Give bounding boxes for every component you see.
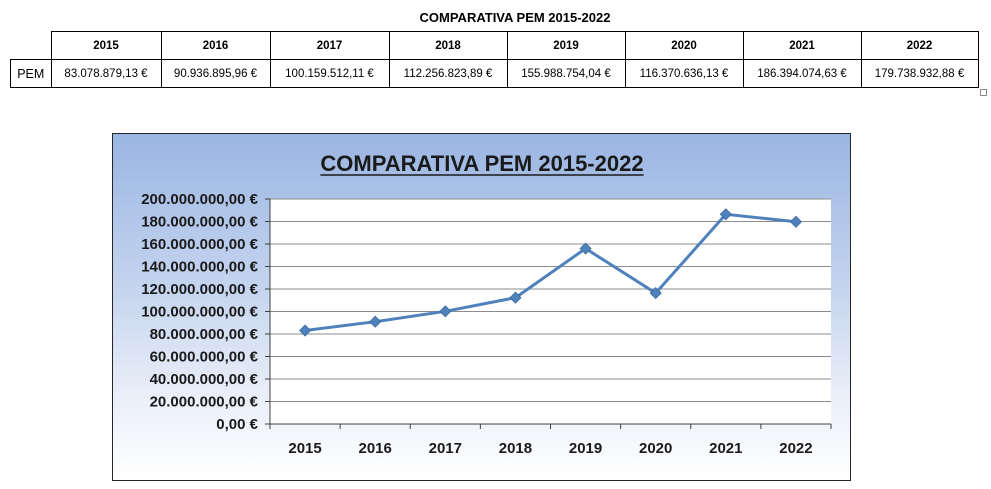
table-row: PEM 83.078.879,13 € 90.936.895,96 € 100.… bbox=[10, 59, 979, 88]
x-axis-ticks: 2015 2016 2017 2018 2019 2020 2021 2022 bbox=[288, 440, 812, 457]
x-tick-label: 2019 bbox=[569, 440, 602, 457]
value-cell: 116.370.636,13 € bbox=[624, 59, 744, 88]
data-point-marker bbox=[509, 291, 522, 304]
y-tick-label: 0,00 € bbox=[216, 416, 258, 433]
value-cell: 186.394.074,63 € bbox=[742, 59, 862, 88]
year-header: 2016 bbox=[160, 31, 271, 60]
axes bbox=[265, 198, 832, 429]
data-point-marker bbox=[369, 315, 382, 328]
chart-title: COMPARATIVA PEM 2015-2022 bbox=[320, 151, 643, 176]
y-tick-label: 120.000.000,00 € bbox=[141, 281, 258, 298]
data-point-marker bbox=[789, 215, 803, 228]
value-cell: 90.936.895,96 € bbox=[160, 59, 271, 88]
year-header: 2015 bbox=[50, 31, 162, 60]
table-corner-cell bbox=[10, 31, 52, 60]
y-tick-label: 140.000.000,00 € bbox=[141, 259, 258, 276]
y-tick-label: 100.000.000,00 € bbox=[141, 304, 258, 321]
x-tick-label: 2022 bbox=[779, 440, 812, 457]
table-title: COMPARATIVA PEM 2015-2022 bbox=[419, 10, 611, 25]
value-cell: 112.256.823,89 € bbox=[388, 59, 508, 88]
value-cell: 100.159.512,11 € bbox=[269, 59, 390, 88]
table-header-row: 2015 2016 2017 2018 2019 2020 2021 2022 bbox=[10, 31, 979, 60]
row-label: PEM bbox=[10, 59, 52, 88]
y-tick-label: 160.000.000,00 € bbox=[141, 236, 258, 253]
year-header: 2019 bbox=[506, 31, 626, 60]
line-chart: COMPARATIVA PEM 2015-2022 0,00 € 20.000.0… bbox=[141, 151, 832, 457]
year-header: 2018 bbox=[388, 31, 508, 60]
y-axis-ticks: 0,00 € 20.000.000,00 € 40.000.000,00 € 60.0… bbox=[141, 191, 258, 433]
x-tick-label: 2021 bbox=[709, 440, 742, 457]
y-tick-label: 200.000.000,00 € bbox=[141, 191, 258, 208]
x-tick-label: 2016 bbox=[359, 440, 392, 457]
data-point-marker bbox=[298, 324, 312, 337]
data-point-marker bbox=[579, 242, 592, 255]
y-tick-label: 20.000.000,00 € bbox=[150, 394, 259, 411]
value-cell: 155.988.754,04 € bbox=[506, 59, 626, 88]
gridlines bbox=[270, 198, 831, 402]
data-point-marker bbox=[719, 208, 732, 221]
y-tick-label: 80.000.000,00 € bbox=[150, 326, 259, 343]
value-cell: 179.738.932,88 € bbox=[860, 59, 979, 88]
value-cell: 83.078.879,13 € bbox=[50, 59, 162, 88]
x-tick-label: 2018 bbox=[499, 440, 532, 457]
data-point-marker bbox=[649, 287, 662, 300]
series-pem bbox=[298, 208, 803, 337]
x-tick-label: 2015 bbox=[288, 440, 321, 457]
y-tick-label: 60.000.000,00 € bbox=[150, 349, 259, 366]
y-tick-label: 40.000.000,00 € bbox=[150, 371, 259, 388]
series-line bbox=[304, 212, 797, 333]
x-tick-label: 2020 bbox=[639, 440, 672, 457]
selection-handle[interactable] bbox=[980, 89, 987, 96]
pem-table: 2015 2016 2017 2018 2019 2020 2021 2022 … bbox=[10, 31, 979, 88]
year-header: 2022 bbox=[860, 31, 979, 60]
year-header: 2020 bbox=[624, 31, 744, 60]
data-point-marker bbox=[439, 305, 452, 318]
year-header: 2017 bbox=[269, 31, 390, 60]
x-tick-label: 2017 bbox=[429, 440, 462, 457]
chart-area[interactable]: COMPARATIVA PEM 2015-2022 0,00 € 20.000.0… bbox=[112, 133, 851, 481]
y-tick-label: 180.000.000,00 € bbox=[141, 214, 258, 231]
year-header: 2021 bbox=[742, 31, 862, 60]
